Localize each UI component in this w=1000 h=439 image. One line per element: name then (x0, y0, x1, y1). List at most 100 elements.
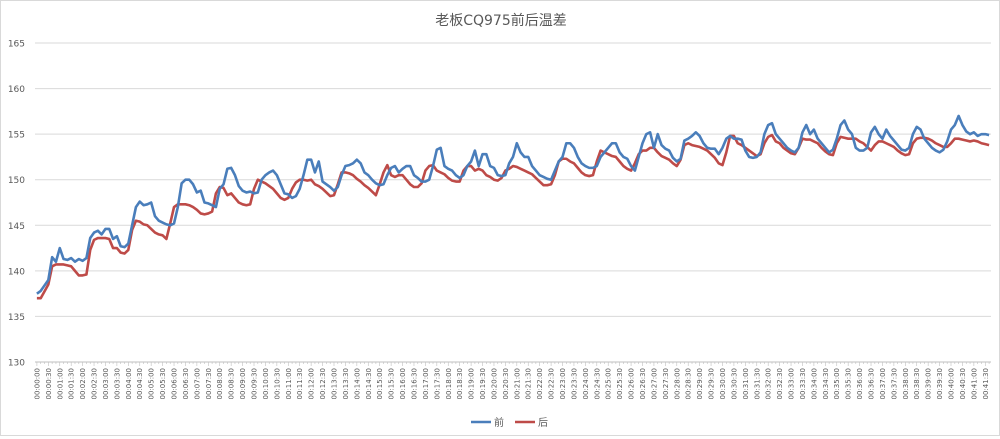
x-tick-label: 00:27:30 (662, 368, 670, 399)
y-tick-label: 140 (8, 267, 25, 277)
x-tick-label: 00:12:30 (319, 368, 327, 399)
x-tick-label: 00:23:00 (559, 368, 567, 399)
x-tick-label: 00:35:00 (833, 368, 841, 399)
x-tick-label: 00:17:30 (433, 368, 441, 399)
chart-title: 老板CQ975前后温差 (435, 12, 567, 29)
x-tick-label: 00:29:00 (696, 368, 704, 399)
series-line (36, 133, 990, 300)
x-tick-label: 00:24:30 (593, 368, 601, 399)
x-tick-label: 00:08:30 (228, 368, 236, 399)
y-tick-label: 145 (8, 222, 25, 232)
x-tick-label: 00:20:30 (502, 368, 510, 399)
x-tick-label: 00:17:00 (422, 368, 430, 399)
x-tick-label: 00:02:00 (79, 368, 87, 399)
x-tick-label: 00:36:00 (856, 368, 864, 399)
x-tick-label: 00:21:30 (525, 368, 533, 399)
x-tick-label: 00:04:00 (125, 368, 133, 399)
series-line (36, 114, 990, 295)
x-tick-label: 00:38:30 (913, 368, 921, 399)
x-tick-label: 00:20:00 (490, 368, 498, 399)
x-tick-label: 00:29:30 (708, 368, 716, 399)
x-tick-label: 00:14:00 (353, 368, 361, 399)
x-tick-label: 00:35:30 (845, 368, 853, 399)
x-tick-label: 00:34:30 (822, 368, 830, 399)
legend: 前后 (471, 416, 548, 429)
x-tick-label: 00:06:30 (182, 368, 190, 399)
x-tick-label: 00:18:30 (456, 368, 464, 399)
x-tick-label: 00:22:30 (548, 368, 556, 399)
x-tick-label: 00:16:00 (399, 368, 407, 399)
y-tick-label: 160 (8, 85, 25, 95)
x-tick-label: 00:27:00 (650, 368, 658, 399)
x-tick-label: 00:33:30 (799, 368, 807, 399)
x-tick-label: 00:41:00 (970, 368, 978, 399)
x-tick-label: 00:40:00 (948, 368, 956, 399)
x-tick-label: 00:30:30 (730, 368, 738, 399)
x-tick-label: 00:26:30 (639, 368, 647, 399)
x-tick-label: 00:15:00 (376, 368, 384, 399)
x-tick-label: 00:00:30 (45, 368, 53, 399)
x-tick-label: 00:28:00 (673, 368, 681, 399)
x-tick-label: 00:03:30 (113, 368, 121, 399)
x-tick-label: 00:16:30 (410, 368, 418, 399)
x-tick-label: 00:36:30 (868, 368, 876, 399)
x-tick-label: 00:28:30 (685, 368, 693, 399)
x-tick-label: 00:09:30 (251, 368, 259, 399)
x-tick-label: 00:30:00 (719, 368, 727, 399)
x-tick-label: 00:09:00 (239, 368, 247, 399)
x-tick-label: 00:19:00 (468, 368, 476, 399)
series-layer (36, 114, 990, 300)
x-tick-label: 00:05:30 (159, 368, 167, 399)
x-tick-label: 00:10:30 (273, 368, 281, 399)
x-tick-label: 00:37:30 (890, 368, 898, 399)
x-tick-label: 00:11:30 (296, 368, 304, 399)
x-tick-label: 00:15:30 (388, 368, 396, 399)
x-tick-label: 00:13:00 (330, 368, 338, 399)
x-tick-label: 00:01:30 (68, 368, 76, 399)
gridlines (35, 42, 991, 363)
x-tick-label: 00:06:00 (171, 368, 179, 399)
y-tick-label: 135 (8, 313, 25, 323)
legend-label: 前 (494, 416, 504, 429)
x-tick-label: 00:33:00 (788, 368, 796, 399)
y-tick-label: 150 (8, 176, 25, 186)
x-axis: 00:00:00 00:00:30 00:01:00 00:01:30 00:02:00… (33, 362, 990, 399)
y-tick-label: 165 (8, 40, 25, 50)
x-tick-label: 00:25:00 (605, 368, 613, 399)
x-tick-label: 00:14:30 (365, 368, 373, 399)
x-tick-label: 00:41:30 (982, 368, 990, 399)
x-tick-label: 00:23:30 (570, 368, 578, 399)
x-tick-label: 00:39:30 (936, 368, 944, 399)
x-tick-label: 00:02:30 (91, 368, 99, 399)
x-tick-label: 00:19:30 (479, 368, 487, 399)
x-tick-label: 00:11:00 (285, 368, 293, 399)
x-tick-label: 00:03:00 (102, 368, 110, 399)
x-tick-label: 00:25:30 (616, 368, 624, 399)
x-tick-label: 00:10:00 (262, 368, 270, 399)
x-tick-label: 00:13:30 (342, 368, 350, 399)
x-tick-label: 00:01:00 (56, 368, 64, 399)
x-tick-label: 00:38:00 (902, 368, 910, 399)
x-tick-label: 00:22:00 (536, 368, 544, 399)
x-tick-label: 00:34:00 (810, 368, 818, 399)
x-tick-label: 00:18:00 (445, 368, 453, 399)
x-tick-label: 00:04:30 (136, 368, 144, 399)
y-tick-label: 155 (8, 131, 25, 141)
x-tick-label: 00:31:00 (742, 368, 750, 399)
x-tick-label: 00:32:30 (776, 368, 784, 399)
x-tick-label: 00:12:00 (308, 368, 316, 399)
x-tick-label: 00:07:00 (193, 368, 201, 399)
x-tick-label: 00:21:00 (513, 368, 521, 399)
x-tick-label: 00:08:00 (216, 368, 224, 399)
y-axis-ticks: 130 135 140 145 150 155 160 165 (8, 40, 25, 369)
x-tick-label: 00:24:00 (582, 368, 590, 399)
x-tick-label: 00:07:30 (205, 368, 213, 399)
x-tick-label: 00:00:00 (33, 368, 41, 399)
x-tick-label: 00:39:00 (925, 368, 933, 399)
x-tick-label: 00:26:00 (628, 368, 636, 399)
x-tick-label: 00:31:30 (753, 368, 761, 399)
legend-label: 后 (538, 417, 548, 429)
y-tick-label: 130 (8, 359, 25, 369)
